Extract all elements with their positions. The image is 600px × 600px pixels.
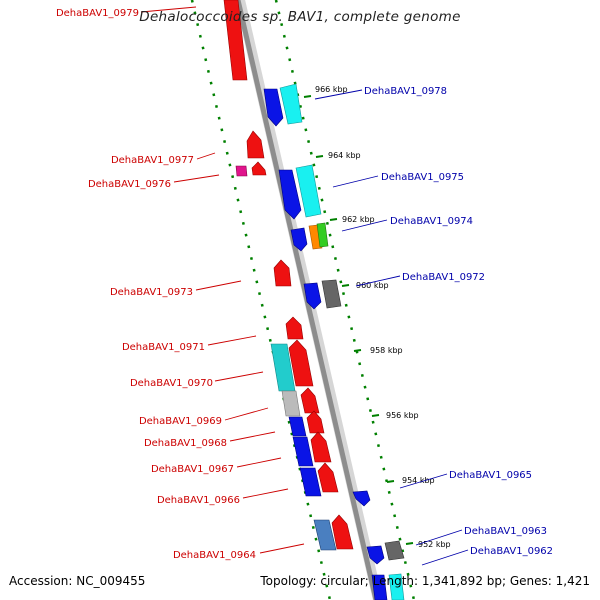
gene-label[interactable]: DehaBAV1_0978 <box>364 86 447 97</box>
gene-0966[interactable] <box>317 462 339 493</box>
genome-title: Dehalococcoides sp. BAV1, complete genom… <box>139 9 461 25</box>
gene-0962[interactable] <box>384 540 405 561</box>
gene-label[interactable]: DehaBAV1_0964 <box>173 550 256 561</box>
gene-0974-blue[interactable] <box>290 227 308 252</box>
gene-0965[interactable] <box>352 490 371 507</box>
gene-0971[interactable] <box>285 316 304 340</box>
gene-0961-cyan[interactable] <box>388 573 405 600</box>
gene-0969[interactable] <box>300 387 320 414</box>
gene-label[interactable]: DehaBAV1_0967 <box>151 464 234 475</box>
plus-leader-lines <box>314 89 469 566</box>
gene-0976[interactable] <box>235 165 248 177</box>
leader-line <box>421 549 469 566</box>
scale-tick <box>341 284 350 287</box>
leader-line <box>196 152 216 160</box>
gene-0969-gray[interactable] <box>281 390 301 417</box>
leader-line <box>236 457 282 468</box>
gene-label[interactable]: DehaBAV1_0979 <box>56 8 139 19</box>
leader-line <box>259 543 305 554</box>
topology-text: Topology: circular; Length: 1,341,892 bp… <box>260 574 590 588</box>
gene-0964[interactable] <box>331 514 354 550</box>
scale-label: 956 kbp <box>386 411 419 420</box>
leader-line <box>242 488 289 499</box>
gene-label[interactable]: DehaBAV1_0973 <box>110 287 193 298</box>
plus-gene-labels: DehaBAV1_0978 DehaBAV1_0975 DehaBAV1_097… <box>364 86 553 557</box>
gene-0967-blue[interactable] <box>292 436 314 467</box>
scale-tick <box>405 542 414 545</box>
scale-tick <box>386 480 395 483</box>
plus-strand-genes <box>263 83 405 600</box>
leader-line <box>229 431 276 442</box>
gene-label[interactable]: DehaBAV1_0974 <box>390 216 473 227</box>
gene-0977[interactable] <box>246 130 265 159</box>
scale-label: 962 kbp <box>342 215 375 224</box>
scale-label: 952 kbp <box>418 540 451 549</box>
scale-label: 960 kbp <box>356 281 389 290</box>
gene-0968-blue[interactable] <box>288 416 307 437</box>
gene-0972-blue[interactable] <box>303 282 322 310</box>
gene-0964-steel[interactable] <box>313 519 337 551</box>
leader-line <box>207 335 257 346</box>
minus-gene-labels: DehaBAV1_0979 DehaBAV1_0977 DehaBAV1_097… <box>56 8 256 561</box>
leader-line <box>224 407 269 421</box>
leader-line <box>173 174 220 183</box>
minus-leader-lines <box>140 6 305 554</box>
gene-label[interactable]: DehaBAV1_0965 <box>449 470 532 481</box>
scale-label: 966 kbp <box>315 85 348 94</box>
gene-0978-blue[interactable] <box>263 88 284 127</box>
gene-0978[interactable] <box>279 83 303 125</box>
leader-line <box>415 529 463 546</box>
gene-0973[interactable] <box>273 259 292 287</box>
scale-tick <box>329 218 338 221</box>
scale-tick <box>315 155 324 158</box>
gene-0975-blue[interactable] <box>278 169 302 220</box>
gene-label[interactable]: DehaBAV1_0970 <box>130 378 213 389</box>
gene-label[interactable]: DehaBAV1_0962 <box>470 546 553 557</box>
minus-strand-genes <box>223 0 354 551</box>
scale-tick <box>353 349 362 352</box>
leader-line <box>341 219 388 232</box>
gene-0970[interactable] <box>288 339 314 387</box>
gene-0975[interactable] <box>295 164 322 218</box>
gene-label[interactable]: DehaBAV1_0969 <box>139 416 222 427</box>
leader-line <box>399 473 448 489</box>
leader-line <box>314 89 363 100</box>
gene-label[interactable]: DehaBAV1_0971 <box>122 342 205 353</box>
gene-label[interactable]: DehaBAV1_0976 <box>88 179 171 190</box>
gene-0966-blue[interactable] <box>299 467 322 497</box>
scale-tick <box>371 414 380 417</box>
gene-0974[interactable] <box>316 222 329 248</box>
gene-0963[interactable] <box>366 545 385 565</box>
gene-label[interactable]: DehaBAV1_0972 <box>402 272 485 283</box>
gene-label[interactable]: DehaBAV1_0963 <box>464 526 547 537</box>
gene-0979[interactable] <box>223 0 248 81</box>
leader-line <box>332 175 379 188</box>
scale-label: 954 kbp <box>402 476 435 485</box>
scale-label: 958 kbp <box>370 346 403 355</box>
leader-line <box>140 6 197 13</box>
scale-tick <box>303 95 312 98</box>
gene-label[interactable]: DehaBAV1_0977 <box>111 155 194 166</box>
gene-0972[interactable] <box>321 279 342 309</box>
gene-0968[interactable] <box>306 410 325 434</box>
gene-0961-blue[interactable] <box>371 574 388 600</box>
leader-line <box>195 280 242 291</box>
scale-ticks: 966 kbp 964 kbp 962 kbp 960 kbp 958 kbp … <box>303 85 451 549</box>
scale-label: 964 kbp <box>328 151 361 160</box>
gene-label[interactable]: DehaBAV1_0966 <box>157 495 240 506</box>
leader-line <box>355 275 401 287</box>
gene-0967[interactable] <box>310 431 332 463</box>
gene-label[interactable]: DehaBAV1_0968 <box>144 438 227 449</box>
gene-label[interactable]: DehaBAV1_0975 <box>381 172 464 183</box>
gene-0976b[interactable] <box>251 161 267 176</box>
accession-text: Accession: NC_009455 <box>9 574 146 588</box>
leader-line <box>214 371 264 382</box>
